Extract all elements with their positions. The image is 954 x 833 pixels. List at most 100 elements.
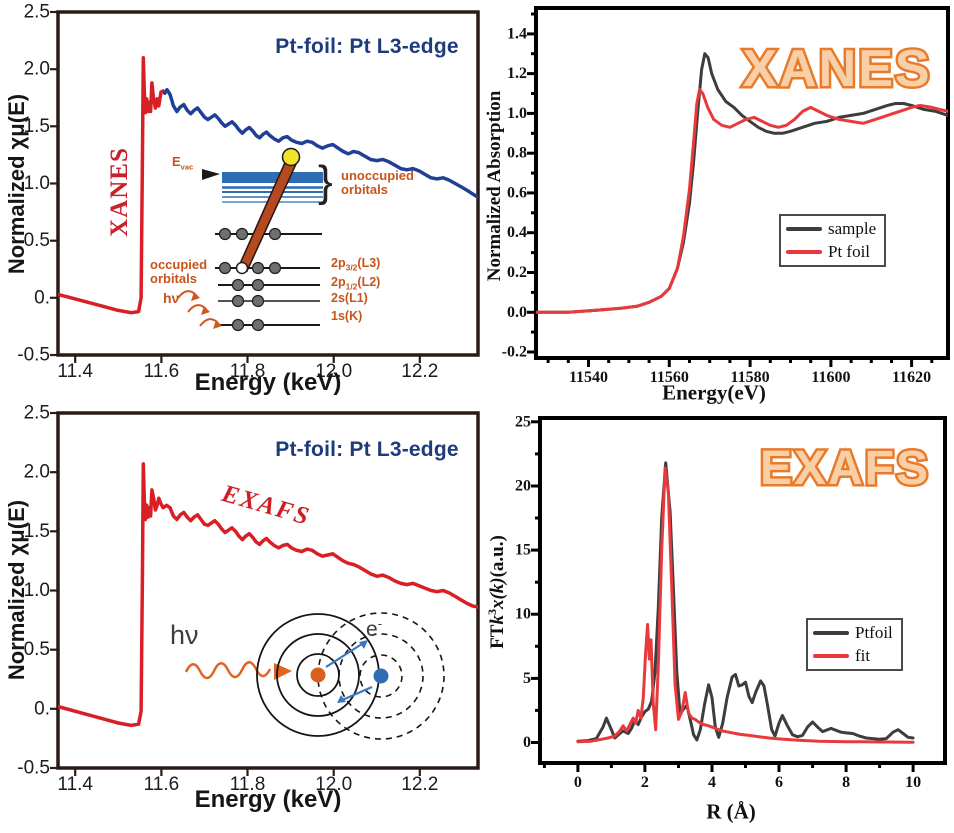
exafs-fit-legend: Ptfoil fit [806,618,903,671]
photoelectron-wave-inset [184,612,445,740]
photon-arrow [187,304,207,313]
orbital-label-2p32: 2p3/2(L3) [331,256,380,273]
electron-dot [251,294,265,308]
absorber-shell [296,653,340,697]
svg-text:15: 15 [515,542,531,559]
xanes-watermark: XANES [740,38,932,101]
backscattered-electron-arrow [339,685,373,703]
scattered-wave-shell [338,633,424,719]
photon-wave [184,661,272,680]
orbital-base: 2p [331,256,346,270]
electron-dot [231,318,245,332]
svg-text:6: 6 [775,774,783,791]
electron-dot [251,318,265,332]
legend-label: Ptfoil [855,623,893,642]
orbital-shell: (L2) [357,275,381,289]
exafs-fit-x-axis-label: R (Å) [706,799,756,824]
legend-label: Pt foil [828,242,871,261]
electron-dot [218,261,232,275]
evac-label: Evac [172,154,193,172]
svg-text:2.5: 2.5 [24,403,50,424]
photoelectron-cone [238,156,297,273]
evac-base: E [172,154,181,169]
ptfoil-line-swatch [813,631,849,635]
svg-text:4: 4 [708,774,716,791]
svg-text:2.5: 2.5 [24,2,50,23]
svg-text:0.0: 0.0 [507,304,527,321]
xanes-kev-y-axis-label: Normalized χμ(E) [4,93,29,275]
legend-item-sample: sample [786,219,876,239]
orbital-base: 2s [331,291,345,305]
occupied-orbitals-label: occupied orbitals [150,257,208,286]
ylabel-chi: x(k) [487,577,509,610]
photoelectron-dot [281,147,301,167]
exafs-region-label: EXAFS [218,480,314,531]
photon-arrowhead-icon [213,320,222,329]
ylabel-k: k [487,615,509,625]
photon-arrowhead-icon [191,292,200,301]
legend-item-fit: fit [813,646,893,666]
electron-dot [231,278,245,292]
neighbor-atom-dot [373,668,389,684]
svg-text:11540: 11540 [569,369,608,386]
electron-dot [251,261,265,275]
orbital-base: 1s [331,309,345,323]
svg-text:5: 5 [523,670,531,687]
photon-hv-label: hν [163,290,180,306]
svg-text:25: 25 [515,413,531,430]
electron-dot [268,227,282,241]
svg-text:0.2: 0.2 [507,264,527,281]
svg-text:1.0: 1.0 [507,105,527,122]
svg-text:11.4: 11.4 [57,774,93,795]
exafs-fit-y-axis-label: FTk3x(k)(a.u.) [485,535,509,649]
svg-text:0.8: 0.8 [507,145,527,162]
svg-text:0.: 0. [34,698,50,719]
svg-text:2.0: 2.0 [24,462,50,483]
electron-dot [231,294,245,308]
electron-dot [251,278,265,292]
xanes-kev-x-axis-label: Energy (keV) [194,369,342,396]
exafs-watermark-text: EXAFS [760,442,930,495]
svg-text:11.6: 11.6 [144,774,180,795]
xanes-comparison-y-axis-label: Normalized Absorption [484,90,505,282]
fit-line-swatch [813,654,849,658]
exafs-kev-y-axis-label: Normalized χμ(E) [4,499,29,681]
photon-arrowhead-icon [201,306,210,315]
svg-text:2: 2 [641,774,649,791]
photon-hv-label-exafs: hν [170,620,199,650]
svg-text:10: 10 [515,606,531,623]
orbital-label-1s: 1s(K) [331,309,362,323]
svg-text:2.0: 2.0 [24,59,50,80]
xanes-comparison-x-axis-label: Energy(eV) [662,380,766,405]
svg-text:0: 0 [523,734,531,751]
electron-dot [235,227,249,241]
svg-text:10: 10 [905,774,921,791]
exafs-kev-panel-title: Pt-foil: Pt L3-edge [275,438,459,461]
exafs-watermark: EXAFS [757,440,930,498]
svg-text:20: 20 [515,478,531,495]
orbital-label-2s: 2s(L1) [331,291,368,305]
svg-text:0.: 0. [34,287,50,308]
ylabel-exponent: 3 [484,609,499,616]
exafs-kev-x-axis-label: Energy (keV) [194,786,342,813]
absorber-shell [256,613,380,737]
electron-dot [268,261,282,275]
legend-item-ptfoil: Ptfoil [813,623,893,643]
svg-text:11.6: 11.6 [144,361,180,382]
core-hole-dot [235,261,249,275]
backscattered-arrowhead-icon [337,695,346,703]
sample-line-swatch [786,227,822,231]
absorber-shell [276,633,360,717]
evac-arrow-icon [202,169,220,180]
legend-item-pt-foil: Pt foil [786,242,876,262]
unoccupied-orbitals-label: unoccupied orbitals [341,168,414,197]
xanes-comparison-legend: sample Pt foil [779,214,887,267]
svg-text:12.2: 12.2 [401,774,438,795]
svg-text:-0.5: -0.5 [17,758,50,779]
orbital-shell: (K) [344,309,363,323]
svg-text:-0.2: -0.2 [502,344,527,361]
scattered-wave-shell [359,654,403,698]
